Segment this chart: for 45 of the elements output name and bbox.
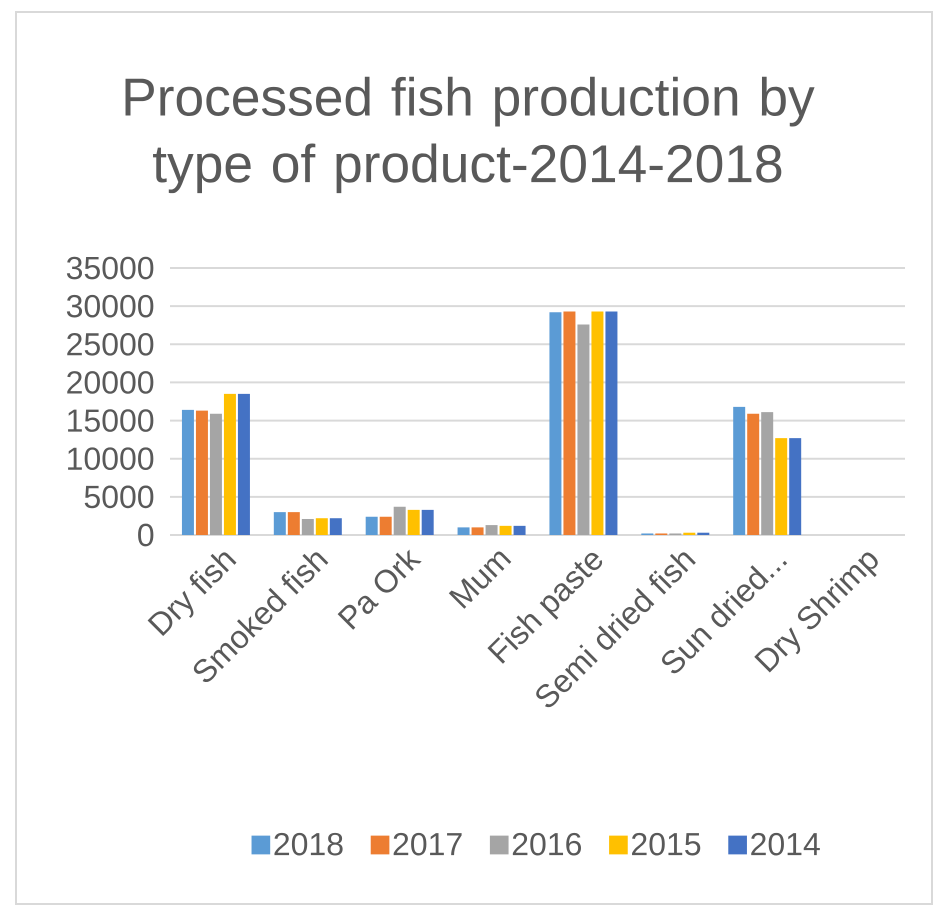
bar — [514, 526, 526, 535]
bar — [182, 410, 194, 535]
bar — [316, 518, 328, 535]
bar — [288, 512, 300, 535]
bar — [366, 516, 378, 535]
legend-label: 2016 — [512, 832, 582, 856]
y-tick-label: 0 — [138, 524, 154, 546]
bar — [591, 311, 604, 535]
bar — [775, 438, 788, 535]
bar — [605, 311, 618, 535]
legend-label: 2015 — [632, 832, 700, 856]
y-tick-label: 30000 — [66, 294, 154, 318]
bar — [302, 518, 314, 535]
legend-label: 2014 — [751, 832, 820, 856]
bar — [422, 510, 434, 535]
y-tick-label: 5000 — [84, 486, 154, 508]
bar — [394, 506, 406, 535]
bar — [789, 438, 802, 535]
bar — [733, 406, 746, 535]
y-tick-label: 10000 — [68, 447, 154, 470]
bar — [210, 414, 222, 535]
bar — [472, 527, 484, 535]
bar — [380, 516, 392, 535]
bar — [761, 412, 774, 535]
y-tick-label: 20000 — [67, 371, 154, 394]
bar — [500, 526, 512, 535]
legend-label: 2018 — [274, 832, 343, 856]
legend-label: 2017 — [394, 832, 462, 856]
bar — [238, 394, 250, 535]
chart-title: Processed fish production by type of product-2014-2018 — [126, 76, 815, 194]
y-tick-label: 35000 — [66, 256, 154, 280]
y-tick-label: 25000 — [67, 332, 154, 356]
bar — [330, 518, 342, 535]
bar — [747, 414, 760, 535]
bar — [549, 312, 562, 535]
bar — [563, 311, 576, 535]
bar — [196, 410, 208, 535]
bar — [274, 512, 286, 535]
bar — [224, 394, 236, 535]
bar — [458, 527, 470, 535]
bar — [577, 324, 590, 535]
bar — [408, 510, 420, 535]
bar — [486, 525, 498, 535]
y-tick-label: 15000 — [68, 409, 154, 432]
x-tick-label: Pa Ork — [338, 550, 422, 630]
